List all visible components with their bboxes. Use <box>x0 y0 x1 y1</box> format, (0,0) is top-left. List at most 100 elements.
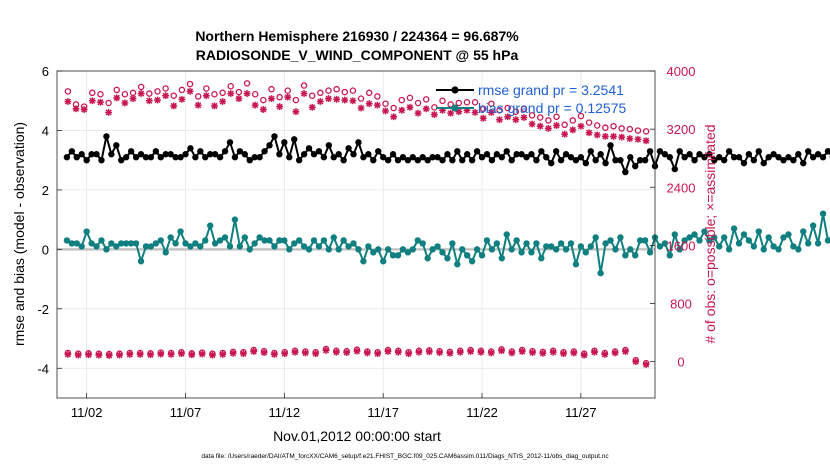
obs_assimilated_low-marker <box>374 350 381 357</box>
obs_assimilated_low-marker <box>188 351 195 358</box>
obs_assimilated_low-marker <box>292 349 299 356</box>
rmse-point <box>217 154 223 160</box>
obs_assimilated_low-marker <box>477 349 484 356</box>
rmse-point <box>548 160 554 166</box>
bias-point <box>736 240 742 246</box>
bias-point <box>227 243 233 249</box>
bias-point <box>494 240 500 246</box>
rmse-point <box>607 142 613 148</box>
obs_assimilated-marker <box>138 90 145 97</box>
bias-point <box>642 237 648 243</box>
obs_assimilated_low-marker <box>395 349 402 356</box>
rmse-point <box>746 151 752 157</box>
bias-point <box>756 228 762 234</box>
bias-point <box>202 237 208 243</box>
bias-point <box>825 237 830 243</box>
bias-point <box>83 228 89 234</box>
rmse-point <box>123 154 129 160</box>
bias-point <box>237 243 243 249</box>
obs_assimilated_low-marker <box>271 351 278 358</box>
rmse-point <box>721 157 727 163</box>
obs_assimilated_low-marker <box>126 351 133 358</box>
obs_assimilated_low-marker <box>560 350 567 357</box>
y-tick-label-left: -4 <box>37 361 49 376</box>
obs_assimilated-marker <box>170 102 177 109</box>
obs_assimilated_low-marker <box>457 349 464 356</box>
footnote: data file: /Users/raeder/DAI/ATM_forcXX/… <box>201 453 609 460</box>
rmse-point <box>326 142 332 148</box>
rmse-point <box>790 157 796 163</box>
x-tick-label: 11/27 <box>565 405 597 420</box>
rmse-point <box>474 148 480 154</box>
obs_assimilated-marker <box>64 98 71 105</box>
bias-point <box>133 240 139 246</box>
obs_assimilated-marker <box>81 106 88 113</box>
rmse-point <box>187 145 193 151</box>
bias-point <box>138 258 144 264</box>
obs_assimilated_low-marker <box>178 350 185 357</box>
obs_assimilated_low-marker <box>447 350 454 357</box>
bias-point <box>266 237 272 243</box>
rmse-point <box>800 160 806 166</box>
rmse-point <box>83 157 89 163</box>
rmse-point <box>499 154 505 160</box>
obs_assimilated_low-marker <box>240 350 247 357</box>
x-tick-label: 11/07 <box>170 405 202 420</box>
bias-point <box>691 231 697 237</box>
obs_assimilated_low-marker <box>364 350 371 357</box>
obs_assimilated-marker <box>643 137 650 144</box>
obs_assimilated-marker <box>260 106 267 113</box>
rmse-point <box>761 160 767 166</box>
rmse-point <box>528 151 534 157</box>
obs_assimilated_low-marker <box>281 350 288 357</box>
y-tick-label-right: 4000 <box>667 64 696 79</box>
rmse-point <box>583 160 589 166</box>
obs_assimilated-marker <box>227 90 234 97</box>
rmse-point <box>672 166 678 172</box>
obs_assimilated-marker <box>366 100 373 107</box>
rmse-point <box>538 148 544 154</box>
rmse-point <box>677 148 683 154</box>
rmse-point <box>820 154 826 160</box>
rmse-point <box>227 139 233 145</box>
legend-bias-marker <box>451 104 458 111</box>
obs_assimilated_low-marker <box>75 352 82 359</box>
obs_assimilated_low-marker <box>539 350 546 357</box>
obs_assimilated_low-marker <box>312 350 319 357</box>
rmse-point <box>197 148 203 154</box>
bias-point <box>79 243 85 249</box>
bias-point <box>805 240 811 246</box>
bias-point <box>98 237 104 243</box>
rmse-point <box>751 157 757 163</box>
obs_assimilated-marker <box>594 132 601 139</box>
obs_assimilated_low-marker <box>302 350 309 357</box>
y-tick-label-right: 3200 <box>667 122 696 137</box>
x-axis-label: Nov.01,2012 00:00:00 start <box>273 428 441 444</box>
obs_assimilated_low-marker <box>209 352 216 359</box>
bias-point <box>454 261 460 267</box>
bias-point <box>375 246 381 252</box>
rmse-point <box>667 154 673 160</box>
obs_assimilated-marker <box>586 129 593 136</box>
bias-point <box>761 246 767 252</box>
rmse-point <box>439 157 445 163</box>
obs_assimilated-marker <box>618 134 625 141</box>
obs_assimilated_low-marker <box>488 350 495 357</box>
obs_assimilated-marker <box>382 108 389 115</box>
obs_assimilated-marker <box>73 105 80 112</box>
bias-point <box>583 249 589 255</box>
bias-point <box>489 246 495 252</box>
obs_assimilated-marker <box>333 96 340 103</box>
bias-point <box>563 246 569 252</box>
obs_assimilated_low-marker <box>426 348 433 355</box>
rmse-point <box>148 154 154 160</box>
rmse-point <box>261 148 267 154</box>
obs_assimilated-marker <box>569 126 576 133</box>
bias-point <box>177 228 183 234</box>
y-tick-label-right: 2400 <box>667 180 696 195</box>
bias-point <box>385 246 391 252</box>
obs_assimilated-marker <box>195 102 202 109</box>
bias-point <box>627 246 633 252</box>
bias-point <box>588 243 594 249</box>
obs_assimilated_low-marker <box>261 349 268 356</box>
